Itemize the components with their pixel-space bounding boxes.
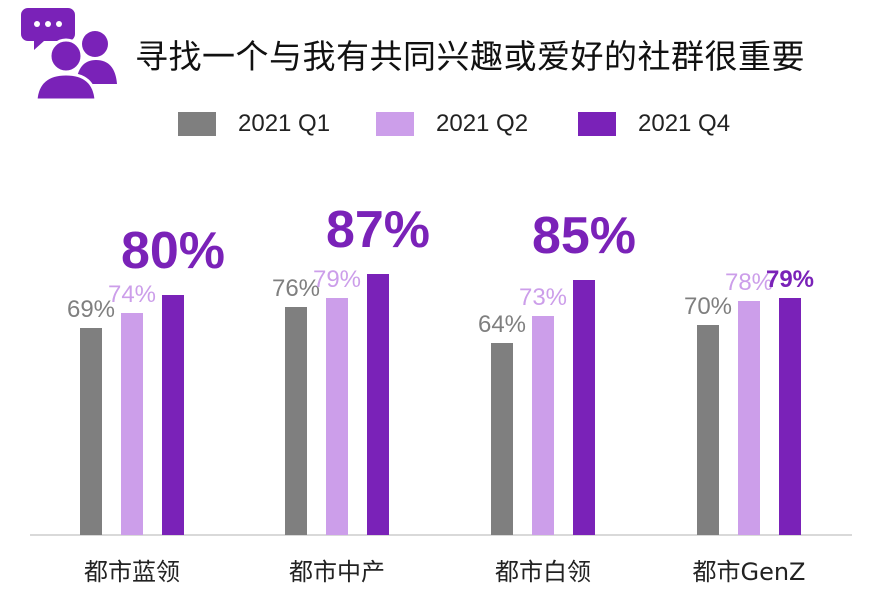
- chat-community-icon: [21, 8, 117, 102]
- legend-label-q4: 2021 Q4: [638, 110, 731, 137]
- legend-swatch-q4: [578, 112, 616, 136]
- person-back-head: [82, 31, 108, 57]
- bar-q1-2: [285, 307, 307, 535]
- data-label-q4-3: 85%: [532, 207, 636, 265]
- legend-swatch-q2: [376, 112, 414, 136]
- data-label-q2-2: 79%: [313, 266, 361, 293]
- category-label-4: 都市GenZ: [692, 558, 805, 586]
- bar-q2-2: [326, 298, 348, 535]
- bar-q2-4: [738, 301, 760, 535]
- legend: 2021 Q1 2021 Q2 2021 Q4: [0, 110, 882, 146]
- data-label-q1-1: 69%: [67, 296, 115, 323]
- bar-q1-4: [697, 325, 719, 535]
- legend-swatch-q1: [178, 112, 216, 136]
- data-label-q1-4: 70%: [684, 293, 732, 320]
- legend-label-q1: 2021 Q1: [238, 110, 331, 137]
- data-label-q4-1: 80%: [121, 222, 225, 280]
- data-label-q2-4: 78%: [725, 269, 773, 296]
- legend-item-q4: 2021 Q4: [578, 110, 730, 138]
- legend-item-q2: 2021 Q2: [376, 110, 528, 138]
- bar-q4-3: [573, 280, 595, 535]
- person-front-head: [48, 38, 84, 74]
- person-front-body: [34, 72, 98, 102]
- bar-q4-1: [162, 295, 184, 535]
- data-label-q2-3: 73%: [519, 284, 567, 311]
- bar-q2-3: [532, 316, 554, 535]
- header: 寻找一个与我有共同兴趣或爱好的社群很重要: [0, 0, 882, 110]
- data-label-q4-4: 79%: [766, 266, 814, 293]
- bar-q2-1: [121, 313, 143, 535]
- data-label-q1-3: 64%: [478, 311, 526, 338]
- data-label-q4-2: 87%: [326, 201, 430, 259]
- data-label-q1-2: 76%: [272, 275, 320, 302]
- bar-q1-3: [491, 343, 513, 535]
- category-label-3: 都市白领: [495, 558, 591, 586]
- legend-label-q2: 2021 Q2: [436, 110, 529, 137]
- legend-item-q1: 2021 Q1: [178, 110, 330, 138]
- bar-q4-4: [779, 298, 801, 535]
- bar-q1-1: [80, 328, 102, 535]
- data-label-q2-1: 74%: [108, 281, 156, 308]
- category-label-2: 都市中产: [289, 558, 385, 586]
- chart-title: 寻找一个与我有共同兴趣或爱好的社群很重要: [135, 37, 805, 76]
- category-label-1: 都市蓝领: [84, 558, 180, 586]
- bar-q4-2: [367, 274, 389, 535]
